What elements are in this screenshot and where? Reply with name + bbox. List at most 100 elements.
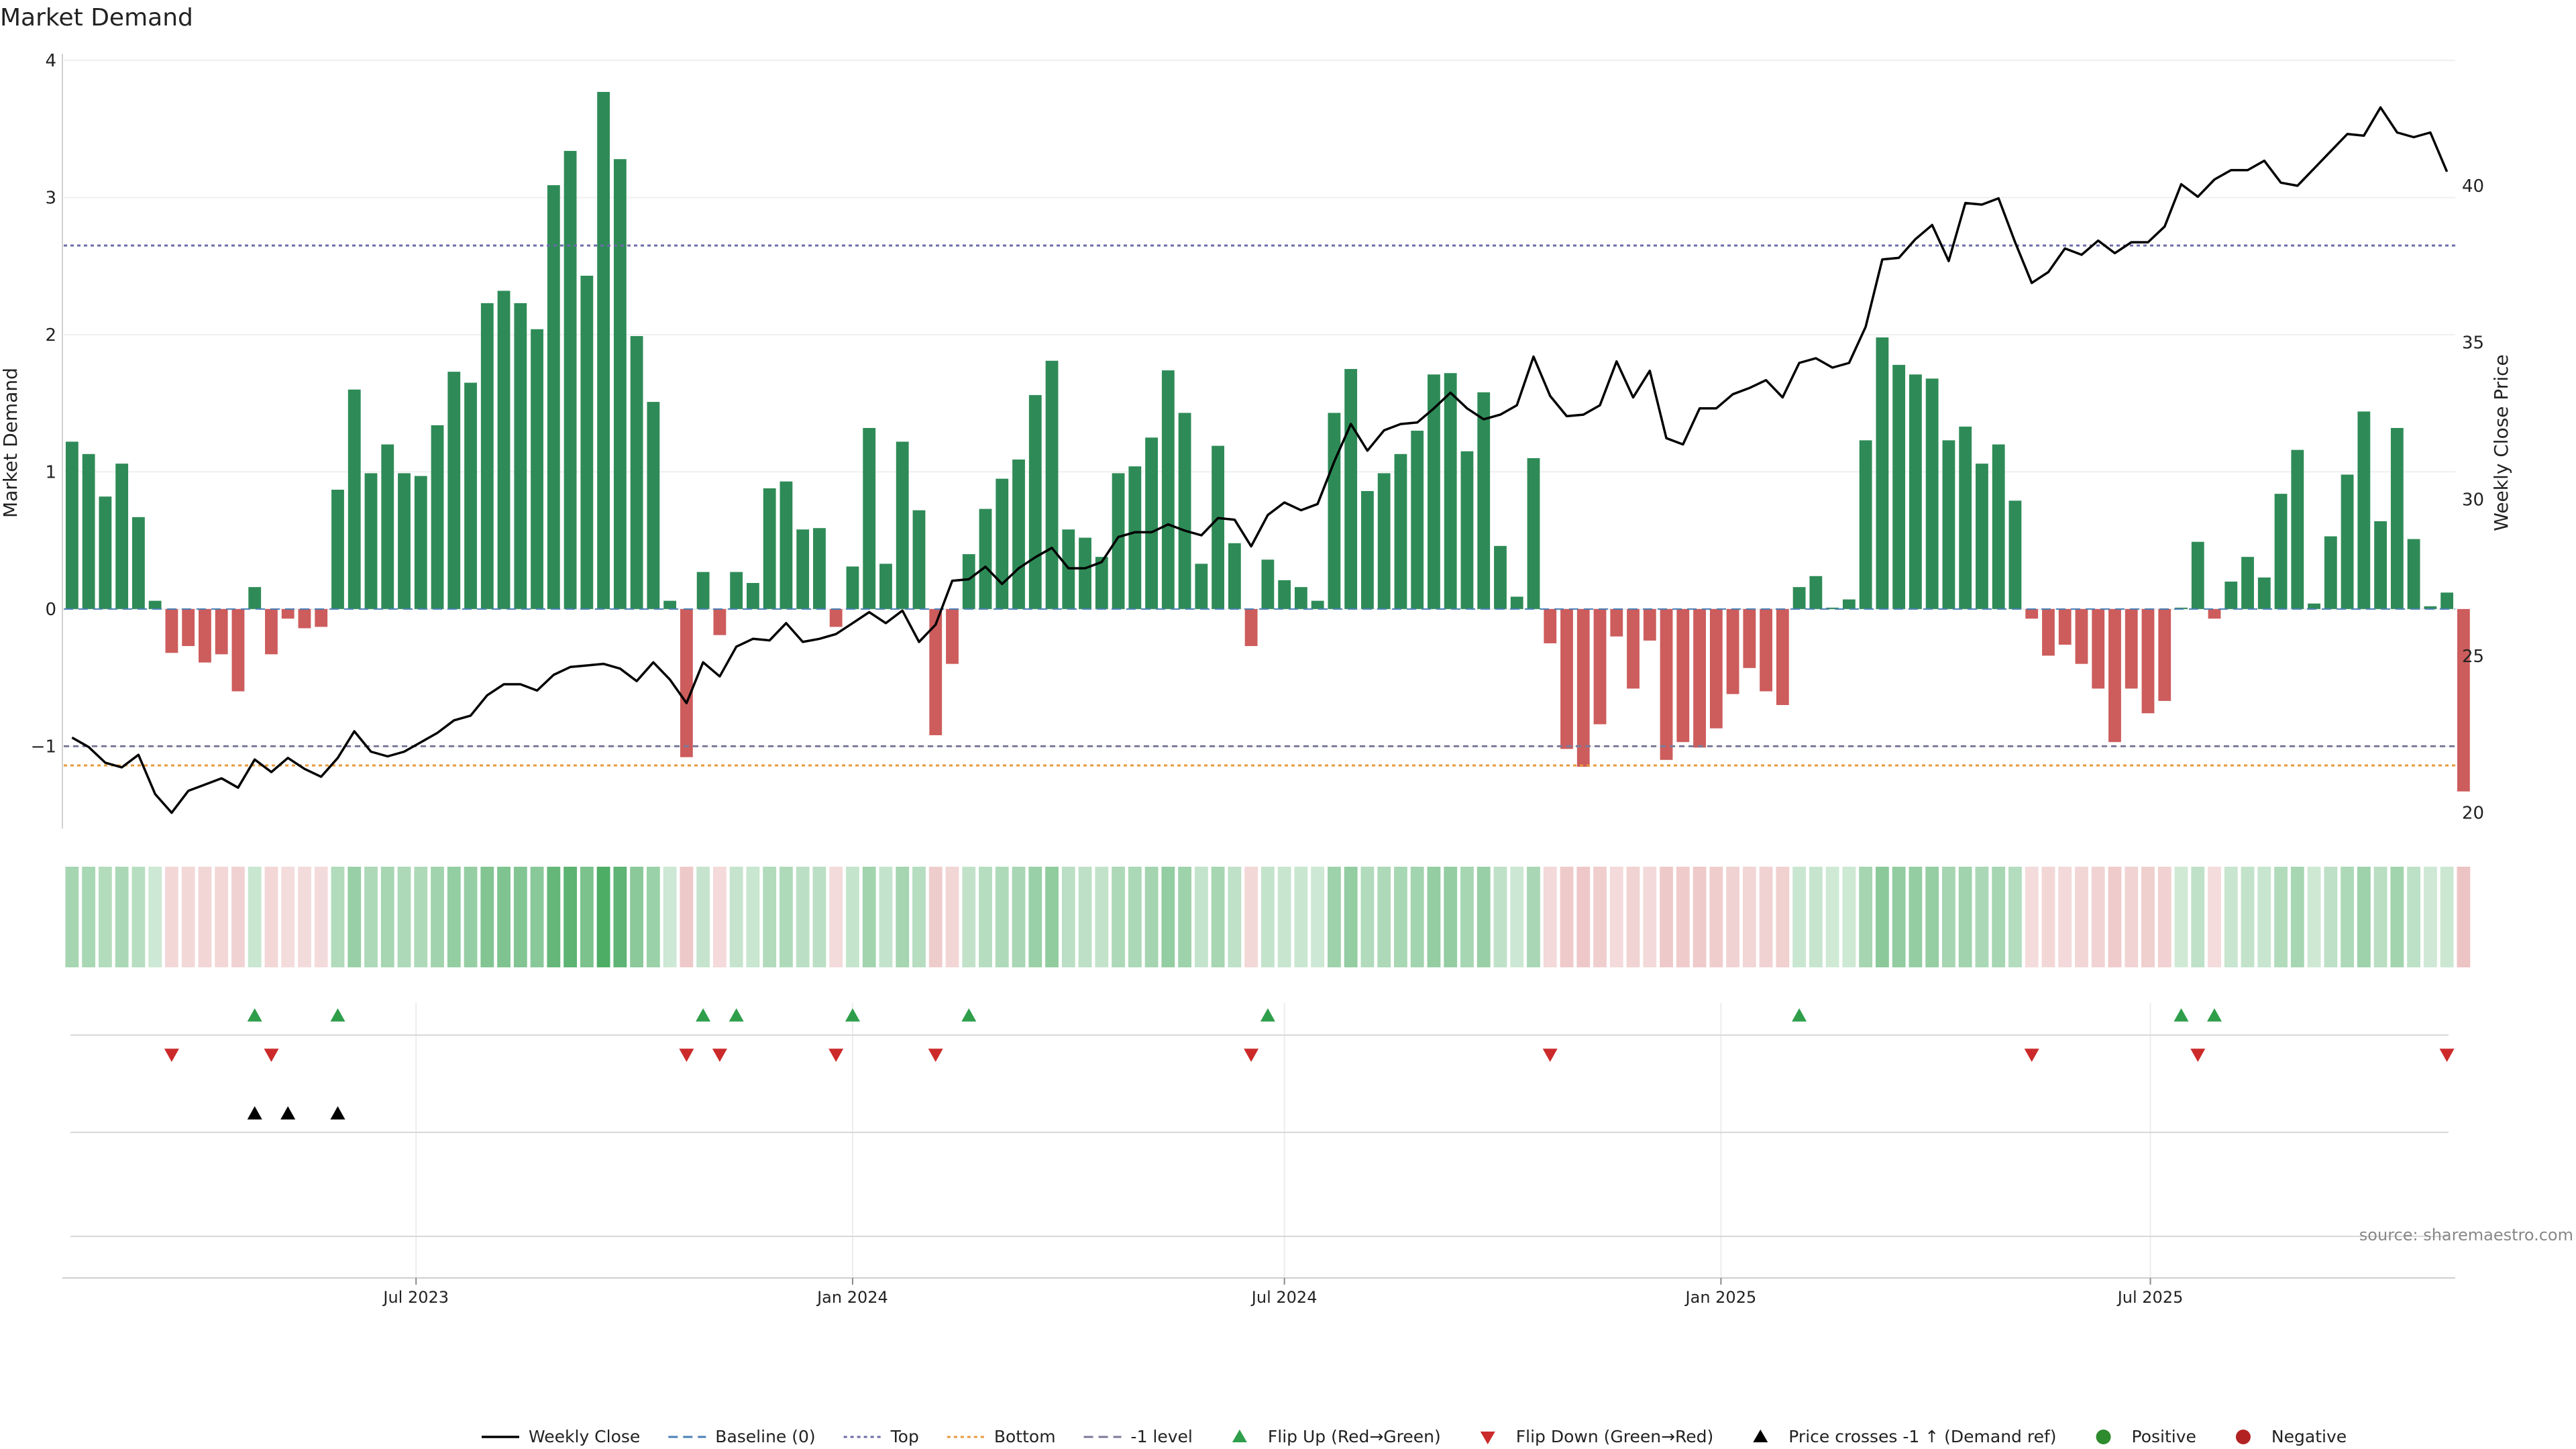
flip-down-marker bbox=[2439, 1049, 2455, 1062]
heat-cell bbox=[812, 867, 826, 967]
demand-bar bbox=[2324, 536, 2337, 609]
heat-cell bbox=[98, 867, 112, 967]
legend-item: -1 level bbox=[1083, 1427, 1193, 1446]
heat-cell bbox=[1510, 867, 1524, 967]
x-tick-label: Jul 2023 bbox=[382, 1288, 449, 1307]
demand-bar bbox=[231, 608, 245, 692]
legend-label: Bottom bbox=[994, 1427, 1056, 1446]
legend-symbol bbox=[2096, 1430, 2111, 1444]
heat-cell bbox=[2390, 867, 2404, 967]
flip-down-marker bbox=[679, 1049, 694, 1062]
heat-cell bbox=[115, 867, 129, 967]
demand-bar bbox=[1361, 491, 1374, 609]
demand-bar bbox=[1527, 458, 1540, 609]
legend-item: Flip Down (Green→Red) bbox=[1480, 1427, 1713, 1446]
demand-bar bbox=[1294, 587, 1307, 609]
heat-cell bbox=[198, 867, 212, 967]
heat-cell bbox=[1909, 867, 1923, 967]
heat-cell bbox=[1609, 867, 1623, 967]
heat-cell bbox=[1676, 867, 1690, 967]
price-cross-marker bbox=[330, 1106, 345, 1120]
heat-cell bbox=[2041, 867, 2055, 967]
demand-bar bbox=[1876, 337, 1889, 609]
demand-bar bbox=[1959, 426, 1972, 609]
heat-cell bbox=[2191, 867, 2205, 967]
demand-bar bbox=[1045, 360, 1059, 609]
legend-item: Weekly Close bbox=[482, 1427, 640, 1446]
heat-cell bbox=[2274, 867, 2288, 967]
price-cross-marker bbox=[247, 1106, 262, 1120]
heat-cell bbox=[1576, 867, 1591, 967]
demand-bar bbox=[829, 608, 843, 627]
demand-bar bbox=[1743, 608, 1756, 668]
heat-cell bbox=[65, 867, 79, 967]
heat-cell bbox=[1211, 867, 1225, 967]
demand-bar bbox=[1394, 453, 1407, 609]
demand-bar bbox=[2175, 607, 2188, 609]
demand-bar bbox=[1593, 608, 1607, 724]
heat-cell bbox=[1394, 867, 1407, 967]
x-tick-label: Jul 2024 bbox=[1250, 1288, 1318, 1307]
heat-cell bbox=[979, 867, 992, 967]
demand-bar bbox=[82, 453, 95, 609]
heat-cell bbox=[165, 867, 178, 967]
heat-cell bbox=[1294, 867, 1308, 967]
heat-cell bbox=[2373, 867, 2387, 967]
right-tick-label: 35 bbox=[2462, 333, 2484, 354]
heat-cell bbox=[2407, 867, 2421, 967]
heat-cell bbox=[547, 867, 561, 967]
demand-bar bbox=[979, 508, 992, 609]
heat-cell bbox=[447, 867, 461, 967]
x-axis: Jul 2023 Jan 2024 Jul 2024 Jan 2025 Jul 2025 bbox=[62, 1277, 2455, 1307]
demand-bar bbox=[2291, 449, 2304, 609]
right-tick-label: 25 bbox=[2462, 647, 2484, 667]
demand-bar bbox=[1411, 431, 1424, 609]
demand-bar bbox=[2158, 608, 2171, 701]
heat-cell bbox=[945, 867, 959, 967]
heat-cell bbox=[1244, 867, 1258, 967]
flip-down-marker bbox=[928, 1049, 943, 1062]
demand-bar bbox=[896, 441, 909, 609]
legend-label: Baseline (0) bbox=[715, 1427, 815, 1446]
demand-bar bbox=[199, 608, 211, 663]
flip-down-marker bbox=[1542, 1049, 1558, 1062]
demand-bar bbox=[912, 510, 926, 609]
demand-heat-strip bbox=[65, 867, 2471, 967]
demand-bar bbox=[547, 185, 560, 609]
heat-cell bbox=[264, 867, 278, 967]
demand-bar bbox=[1112, 473, 1125, 609]
heat-cell bbox=[1759, 867, 1773, 967]
heat-cell bbox=[2125, 867, 2139, 967]
right-tick-label: 40 bbox=[2462, 176, 2484, 197]
weekly-close-line bbox=[71, 106, 2449, 814]
demand-bar bbox=[1760, 608, 1772, 692]
demand-bar bbox=[531, 329, 543, 609]
demand-bar bbox=[630, 335, 643, 609]
demand-bar bbox=[2125, 608, 2138, 689]
demand-bar bbox=[1278, 580, 1291, 609]
demand-bar bbox=[148, 600, 162, 609]
heat-cell bbox=[2224, 867, 2238, 967]
flip-down-marker bbox=[1244, 1049, 1259, 1062]
heat-cell bbox=[1859, 867, 1873, 967]
heat-cell bbox=[995, 867, 1009, 967]
heat-cell bbox=[1112, 867, 1125, 967]
heat-cell bbox=[1593, 867, 1607, 967]
heat-cell bbox=[1626, 867, 1640, 967]
demand-bar bbox=[2274, 494, 2288, 609]
demand-bar bbox=[265, 608, 278, 655]
demand-bar bbox=[497, 290, 511, 609]
flip-down-marker bbox=[712, 1049, 727, 1062]
heat-cell bbox=[646, 867, 660, 967]
heat-cell bbox=[2025, 867, 2039, 967]
heat-cell bbox=[2341, 867, 2354, 967]
heat-cell bbox=[2324, 867, 2338, 967]
legend-symbol bbox=[1232, 1430, 1247, 1442]
legend-item: Negative bbox=[2235, 1427, 2347, 1446]
heat-cell bbox=[82, 867, 96, 967]
legend-symbol bbox=[2235, 1430, 2251, 1444]
demand-bar bbox=[364, 473, 378, 609]
flip-down-marker bbox=[2190, 1049, 2206, 1062]
demand-bar bbox=[298, 608, 311, 629]
